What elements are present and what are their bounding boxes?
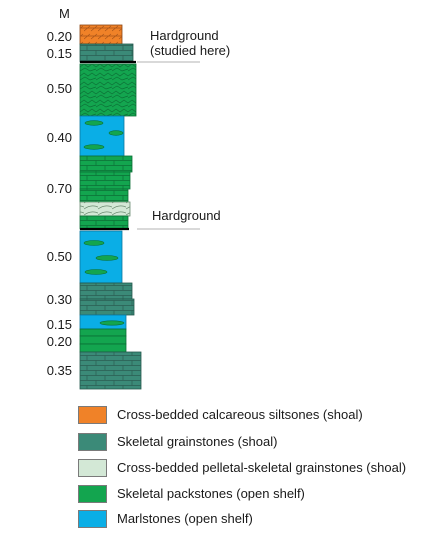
bed-pelletal-grainstone <box>79 201 131 217</box>
legend-label: Cross-bedded pelletal-skeletal grainston… <box>117 460 407 475</box>
bed-packstone-mid <box>79 215 129 230</box>
legend-swatch-marlstone <box>78 510 107 528</box>
bed-packstone-bands <box>79 155 133 203</box>
legend-swatch-pelletal <box>78 459 107 477</box>
legend-item: Cross-bedded pelletal-skeletal grainston… <box>78 459 437 477</box>
thickness-label: 0.35 <box>46 363 72 378</box>
legend-label: Skeletal packstones (open shelf) <box>117 486 305 501</box>
legend-swatch-siltstone <box>78 406 107 424</box>
bed-grainstone-mid <box>79 282 135 316</box>
bed-marlstone-upper <box>79 115 125 157</box>
bed-siltstone <box>79 24 123 45</box>
bed-grainstone-top <box>79 43 134 63</box>
bed-grainstone-base <box>79 351 142 390</box>
legend-label: Marlstones (open shelf) <box>117 511 253 526</box>
bed-marlstone-lower <box>79 230 123 284</box>
bed-marlstone-thin <box>79 314 127 330</box>
thickness-label: 0.70 <box>46 181 72 196</box>
thickness-label: 0.30 <box>46 292 72 307</box>
thickness-label: 0.40 <box>46 130 72 145</box>
thickness-label: 0.15 <box>46 317 72 332</box>
legend-item: Skeletal packstones (open shelf) <box>78 485 437 503</box>
thickness-label: 0.50 <box>46 249 72 264</box>
hardground-label-1-line2: (studied here) <box>150 43 231 58</box>
legend-item: Marlstones (open shelf) <box>78 510 437 528</box>
thickness-label: 0.15 <box>46 46 72 61</box>
legend-swatch-packstone <box>78 485 107 503</box>
hardground-label-2: Hardground <box>152 208 221 223</box>
bed-packstone-thick <box>79 63 137 117</box>
bed-packstone-thin <box>79 328 127 353</box>
thickness-label: 0.20 <box>46 334 72 349</box>
legend-item: Skeletal grainstones (shoal) <box>78 433 437 451</box>
thickness-label: 0.20 <box>46 29 72 44</box>
legend-label: Cross-bedded calcareous siltsones (shoal… <box>117 407 363 422</box>
legend-swatch-grainstone <box>78 433 107 451</box>
legend-label: Skeletal grainstones (shoal) <box>117 434 278 449</box>
legend-item: Cross-bedded calcareous siltsones (shoal… <box>78 406 437 424</box>
unit-label: M <box>59 6 70 21</box>
hardground-label-1-line1: Hardground <box>150 28 219 43</box>
thickness-label: 0.50 <box>46 81 72 96</box>
hardground-label-1: Hardground (studied here) <box>150 28 230 58</box>
hardground-label-2-line1: Hardground <box>152 208 221 223</box>
